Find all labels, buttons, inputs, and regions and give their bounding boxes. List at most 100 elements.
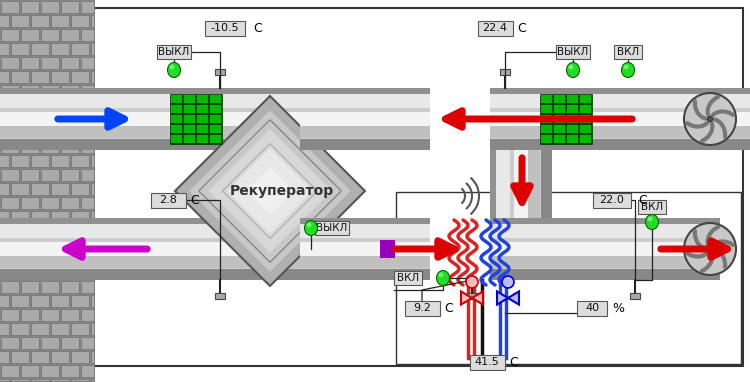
Bar — [1, 309, 20, 321]
Bar — [171, 95, 182, 103]
Bar — [196, 105, 208, 113]
Bar — [31, 155, 50, 167]
Bar — [21, 169, 39, 181]
Text: С: С — [444, 301, 453, 314]
Bar — [70, 71, 89, 83]
Ellipse shape — [623, 65, 628, 70]
Bar — [31, 99, 50, 111]
Bar — [205, 21, 245, 36]
Bar — [490, 224, 720, 238]
Bar — [300, 88, 430, 150]
Text: ВЫКЛ: ВЫКЛ — [316, 223, 347, 233]
Bar — [70, 239, 89, 251]
Bar — [70, 127, 89, 139]
Bar — [51, 295, 69, 307]
Bar — [556, 45, 590, 59]
Bar — [396, 192, 741, 364]
Text: 40: 40 — [585, 303, 599, 313]
Bar — [490, 256, 720, 268]
Bar — [91, 71, 94, 83]
Bar — [210, 135, 221, 143]
Bar — [0, 139, 170, 150]
Bar — [70, 183, 89, 195]
Bar — [0, 379, 9, 381]
Bar — [21, 141, 39, 153]
Bar — [70, 99, 89, 111]
Bar — [300, 218, 430, 280]
Polygon shape — [209, 129, 332, 253]
Bar — [638, 200, 666, 214]
Bar — [70, 379, 89, 381]
Bar — [496, 150, 546, 218]
Bar — [171, 105, 182, 113]
Bar — [10, 323, 29, 335]
Bar — [21, 253, 39, 265]
Bar — [184, 125, 195, 133]
Bar — [40, 197, 59, 209]
Bar — [529, 150, 539, 218]
Ellipse shape — [307, 222, 311, 228]
Bar — [31, 183, 50, 195]
Bar — [61, 169, 80, 181]
Bar — [70, 295, 89, 307]
Bar — [40, 1, 59, 13]
Bar — [394, 271, 422, 285]
Bar — [40, 113, 59, 125]
Ellipse shape — [170, 65, 175, 70]
Bar — [10, 211, 29, 223]
Bar — [10, 15, 29, 27]
Bar — [196, 135, 208, 143]
Bar — [490, 218, 720, 280]
Bar — [0, 267, 9, 279]
Bar — [541, 125, 552, 133]
Bar — [0, 295, 9, 307]
Polygon shape — [497, 291, 519, 304]
Bar — [157, 45, 191, 59]
Circle shape — [707, 117, 712, 121]
Text: 9.2: 9.2 — [413, 303, 431, 313]
Bar — [81, 365, 94, 377]
Bar — [61, 253, 80, 265]
Bar — [91, 211, 94, 223]
Bar — [1, 253, 20, 265]
Bar — [541, 115, 552, 123]
Text: С: С — [509, 356, 518, 369]
Bar — [1, 29, 20, 41]
Bar — [196, 125, 208, 133]
Bar — [0, 351, 9, 363]
Bar — [70, 211, 89, 223]
Bar — [40, 85, 59, 97]
Bar — [184, 115, 195, 123]
Bar — [1, 169, 20, 181]
Bar — [81, 281, 94, 293]
Bar — [91, 239, 94, 251]
Bar — [0, 218, 170, 280]
Bar — [184, 105, 195, 113]
Bar — [40, 337, 59, 349]
Bar — [51, 183, 69, 195]
Bar — [554, 135, 566, 143]
Bar — [61, 1, 80, 13]
Bar — [31, 323, 50, 335]
Bar — [1, 113, 20, 125]
Ellipse shape — [304, 220, 317, 235]
Bar — [21, 281, 39, 293]
Bar — [0, 88, 170, 150]
Bar — [380, 240, 395, 258]
Bar — [490, 126, 750, 138]
Bar — [580, 135, 591, 143]
Bar — [61, 365, 80, 377]
Bar — [0, 256, 170, 268]
Bar — [91, 155, 94, 167]
Bar — [40, 57, 59, 69]
Bar — [51, 155, 69, 167]
Bar — [490, 241, 720, 256]
Text: 41.5: 41.5 — [475, 357, 500, 367]
Bar — [70, 43, 89, 55]
Bar — [580, 115, 591, 123]
Bar — [31, 127, 50, 139]
Bar — [580, 125, 591, 133]
Bar — [541, 150, 552, 218]
Text: С: С — [638, 194, 646, 207]
Bar — [215, 69, 225, 75]
